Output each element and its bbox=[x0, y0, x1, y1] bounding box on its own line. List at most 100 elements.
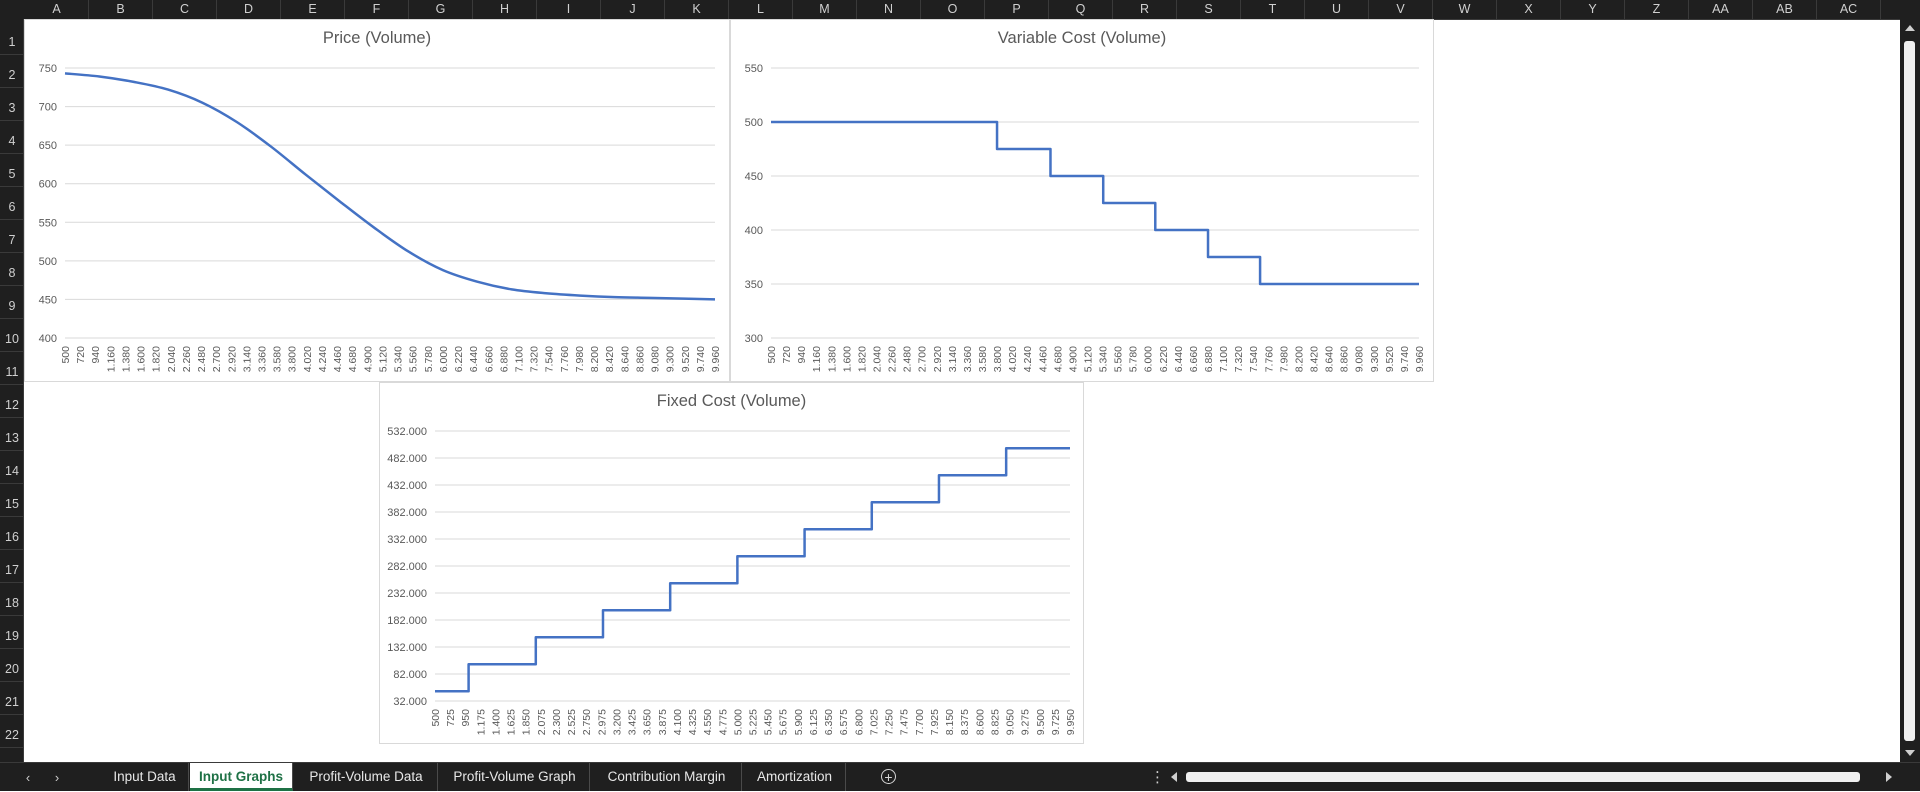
vertical-scroll-thumb[interactable] bbox=[1904, 41, 1915, 741]
row-header[interactable]: 8 bbox=[0, 253, 24, 286]
column-header[interactable]: N bbox=[857, 0, 921, 19]
row-header[interactable]: 20 bbox=[0, 649, 24, 682]
sheet-tab[interactable]: Contribution Margin bbox=[592, 763, 742, 791]
column-header[interactable]: AB bbox=[1753, 0, 1817, 19]
column-header[interactable]: Q bbox=[1049, 0, 1113, 19]
column-header[interactable]: T bbox=[1241, 0, 1305, 19]
x-tick-label: 2.920 bbox=[226, 346, 238, 372]
x-tick-label: 6.880 bbox=[498, 346, 510, 372]
row-header[interactable]: 16 bbox=[0, 517, 24, 550]
variable-cost-volume-chart[interactable]: Variable Cost (Volume) 300 350 400 450 500 55… bbox=[730, 19, 1434, 382]
more-options-icon[interactable]: ⋮ bbox=[1150, 769, 1165, 786]
x-tick-label: 9.725 bbox=[1050, 709, 1062, 735]
row-header[interactable]: 6 bbox=[0, 187, 24, 220]
x-tick-label: 7.320 bbox=[1233, 346, 1245, 372]
row-header[interactable]: 5 bbox=[0, 154, 24, 187]
chart-title: Fixed Cost (Volume) bbox=[656, 392, 807, 410]
sheet-tab[interactable]: Amortization bbox=[744, 763, 846, 791]
series-line bbox=[64, 72, 716, 301]
column-header[interactable]: U bbox=[1305, 0, 1369, 19]
scroll-down-icon[interactable] bbox=[1905, 750, 1915, 756]
row-header[interactable]: 10 bbox=[0, 319, 24, 352]
column-header[interactable]: F bbox=[345, 0, 409, 19]
row-header[interactable]: 17 bbox=[0, 550, 24, 583]
vertical-scrollbar[interactable] bbox=[1900, 19, 1920, 762]
column-header[interactable]: K bbox=[665, 0, 729, 19]
row-header[interactable]: 21 bbox=[0, 682, 24, 715]
sheet-tab[interactable]: Profit-Volume Graph bbox=[440, 763, 590, 791]
column-header[interactable]: AC bbox=[1817, 0, 1881, 19]
scroll-up-icon[interactable] bbox=[1905, 25, 1915, 31]
horizontal-scroll-thumb[interactable] bbox=[1186, 772, 1860, 782]
column-header[interactable]: W bbox=[1433, 0, 1497, 19]
row-header[interactable]: 4 bbox=[0, 121, 24, 154]
column-header[interactable]: B bbox=[89, 0, 153, 19]
x-tick-label: 2.260 bbox=[887, 346, 899, 372]
x-tick-label: 6.350 bbox=[823, 709, 835, 735]
column-header[interactable]: S bbox=[1177, 0, 1241, 19]
x-tick-label: 7.320 bbox=[529, 346, 541, 372]
x-tick-label: 4.680 bbox=[1052, 346, 1064, 372]
sheet-tab[interactable]: Input Data bbox=[101, 763, 189, 791]
price-volume-chart[interactable]: Price (Volume) 400 450 500 550 600 650 700 750 5… bbox=[24, 19, 730, 382]
column-header[interactable]: C bbox=[153, 0, 217, 19]
scroll-right-icon[interactable] bbox=[1886, 772, 1892, 782]
x-tick-label: 3.140 bbox=[241, 346, 253, 372]
next-sheet-icon[interactable]: › bbox=[54, 770, 60, 785]
x-tick-label: 8.860 bbox=[634, 346, 646, 372]
row-header[interactable]: 15 bbox=[0, 484, 24, 517]
x-tick-label: 1.160 bbox=[811, 346, 823, 372]
y-tick-label: 482.000 bbox=[387, 453, 427, 465]
column-header[interactable]: I bbox=[537, 0, 601, 19]
x-tick-label: 1.820 bbox=[151, 346, 163, 372]
row-header[interactable]: 3 bbox=[0, 88, 24, 121]
sheet-tab[interactable]: Profit-Volume Data bbox=[295, 763, 438, 791]
horizontal-scrollbar[interactable] bbox=[1168, 768, 1900, 786]
column-header[interactable]: J bbox=[601, 0, 665, 19]
column-header[interactable]: Z bbox=[1625, 0, 1689, 19]
select-all-corner[interactable] bbox=[0, 0, 24, 19]
column-header[interactable]: Y bbox=[1561, 0, 1625, 19]
row-header[interactable]: 12 bbox=[0, 385, 24, 418]
x-tick-label: 7.025 bbox=[868, 709, 880, 735]
x-tick-label: 8.200 bbox=[1293, 346, 1305, 372]
column-header[interactable]: E bbox=[281, 0, 345, 19]
x-tick-label: 725 bbox=[445, 709, 457, 727]
row-header[interactable]: 19 bbox=[0, 616, 24, 649]
x-tick-label: 2.040 bbox=[166, 346, 178, 372]
row-header[interactable]: 2 bbox=[0, 55, 24, 88]
column-header[interactable]: A bbox=[25, 0, 89, 19]
column-header[interactable]: M bbox=[793, 0, 857, 19]
scroll-left-icon[interactable] bbox=[1171, 772, 1177, 782]
column-header[interactable]: H bbox=[473, 0, 537, 19]
row-header[interactable]: 18 bbox=[0, 583, 24, 616]
x-tick-label: 1.850 bbox=[521, 709, 533, 735]
x-tick-label: 950 bbox=[460, 709, 472, 727]
row-header[interactable]: 11 bbox=[0, 352, 24, 385]
sheet-tab[interactable]: Input Graphs bbox=[190, 763, 293, 791]
fixed-cost-volume-chart[interactable]: Fixed Cost (Volume) 32.000 82.000 132.000 1… bbox=[379, 382, 1084, 744]
row-header[interactable]: 7 bbox=[0, 220, 24, 253]
x-tick-label: 9.080 bbox=[1354, 346, 1366, 372]
x-tick-label: 9.520 bbox=[1384, 346, 1396, 372]
column-header[interactable]: G bbox=[409, 0, 473, 19]
x-tick-label: 9.520 bbox=[680, 346, 692, 372]
add-sheet-icon[interactable]: + bbox=[881, 769, 896, 784]
prev-sheet-icon[interactable]: ‹ bbox=[25, 770, 31, 785]
column-header[interactable]: X bbox=[1497, 0, 1561, 19]
x-tick-label: 2.480 bbox=[196, 346, 208, 372]
column-header[interactable]: AA bbox=[1689, 0, 1753, 19]
y-tick-label: 500 bbox=[39, 256, 57, 268]
x-tick-label: 8.200 bbox=[589, 346, 601, 372]
column-header[interactable]: R bbox=[1113, 0, 1177, 19]
column-header[interactable]: P bbox=[985, 0, 1049, 19]
row-header[interactable]: 9 bbox=[0, 286, 24, 319]
row-header[interactable]: 14 bbox=[0, 451, 24, 484]
row-header[interactable]: 13 bbox=[0, 418, 24, 451]
column-header[interactable]: D bbox=[217, 0, 281, 19]
row-header[interactable]: 1 bbox=[0, 22, 24, 55]
column-header[interactable]: O bbox=[921, 0, 985, 19]
column-header[interactable]: V bbox=[1369, 0, 1433, 19]
column-header[interactable]: L bbox=[729, 0, 793, 19]
row-header[interactable]: 22 bbox=[0, 715, 24, 748]
